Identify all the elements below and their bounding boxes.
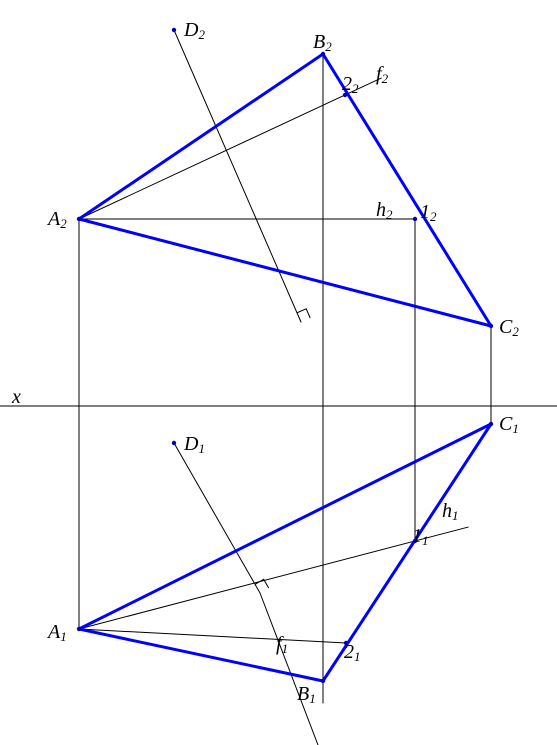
line-f1 [79,629,346,643]
label-P2_2: 22 [342,73,359,96]
label-C1: C1 [499,413,519,436]
tri1-CA [79,424,491,629]
dot-C1 [489,422,493,426]
dot-B1 [321,679,325,683]
label-P2_1: 21 [344,641,361,664]
label-P1_1: 11 [412,525,429,548]
label-x: x [11,386,21,408]
dot-D2 [172,28,176,32]
label-B2: B2 [313,31,332,54]
descriptive-geometry-diagram: A2 B2 C2 D2 A1 B1 C1 D1 12 22 11 21 h2 f2 h1 f1 x [0,0,557,745]
dot-P1_2 [413,217,417,221]
right-angle-marker [255,579,269,588]
label-h1: h1 [442,500,459,523]
label-P1_2: 12 [420,201,437,224]
dot-A2 [77,217,81,221]
dot-A1 [77,627,81,631]
tri2-AB [79,54,323,219]
line-D1-perp [174,443,260,593]
line-h1 [79,527,468,629]
label-A2: A2 [46,208,67,231]
label-h2: h2 [376,199,393,222]
dot-D1 [172,441,176,445]
tri2-CA [79,219,491,326]
line-D2-perp [174,30,301,322]
line-f2 [79,78,381,219]
label-f2: f2 [376,63,389,86]
label-D1: D1 [183,433,205,456]
label-B1: B1 [297,683,316,706]
label-f1: f1 [276,633,288,656]
label-C2: C2 [499,316,519,339]
label-A1: A1 [46,621,67,644]
dot-C2 [489,324,493,328]
label-D2: D2 [183,19,205,42]
